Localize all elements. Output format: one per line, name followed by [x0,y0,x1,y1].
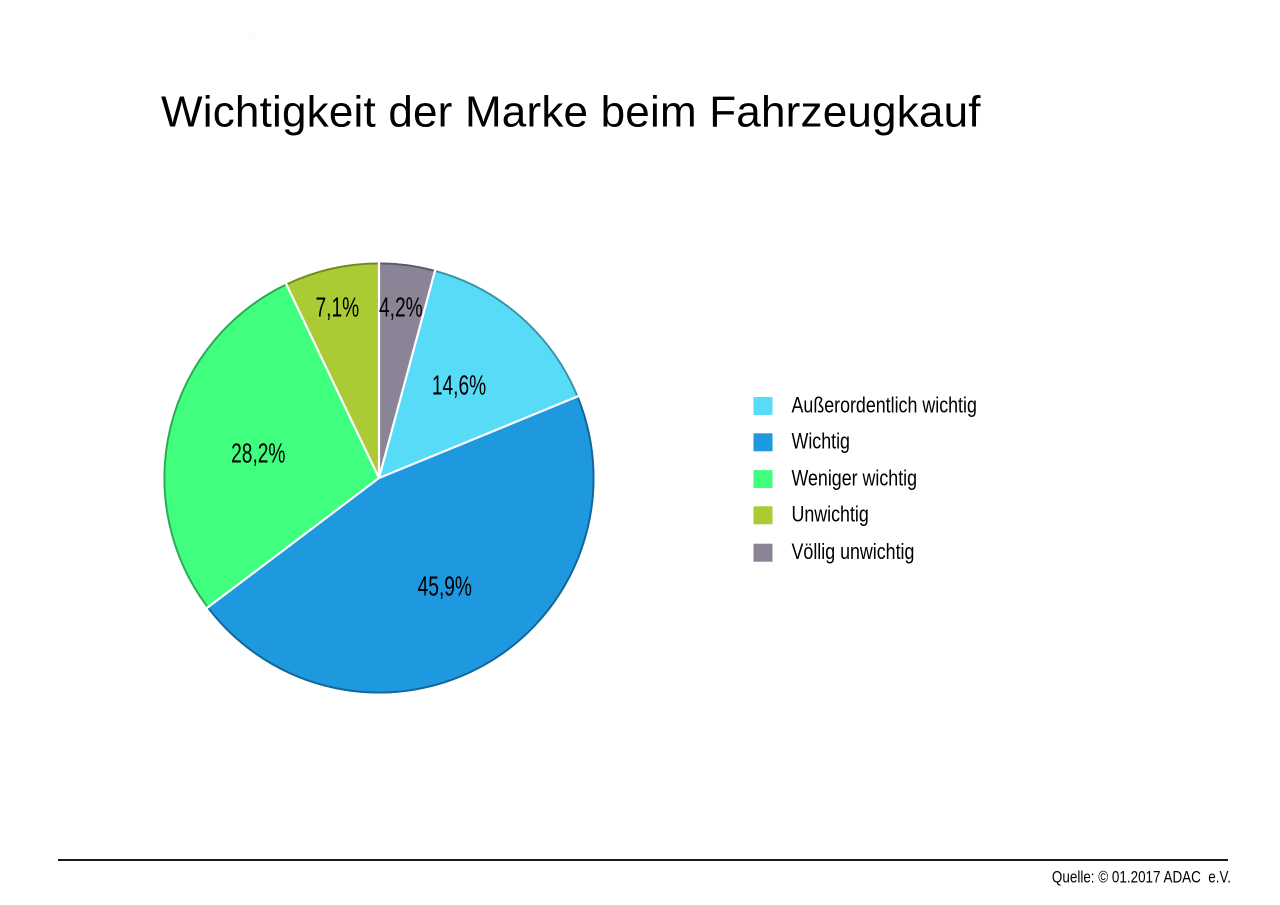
svg-text:Wichtig: Wichtig [792,430,850,454]
svg-text:4,2%: 4,2% [379,292,423,324]
svg-text:Außerordentlich wichtig: Außerordentlich wichtig [792,394,977,418]
svg-text:45,9%: 45,9% [418,571,472,603]
svg-text:28,2%: 28,2% [231,438,285,470]
svg-text:Quelle: © 01.2017 ADAC e.V.: Quelle: © 01.2017 ADAC e.V. [1052,868,1231,887]
svg-text:14,6%: 14,6% [432,370,486,402]
svg-text:Weniger wichtig: Weniger wichtig [792,467,918,491]
svg-text:Völlig unwichtig: Völlig unwichtig [792,540,915,564]
svg-text:Wichtigkeit der Marke beim Fah: Wichtigkeit der Marke beim Fahrzeugkauf [161,88,981,137]
svg-text:Unwichtig: Unwichtig [792,503,869,527]
svg-text:7,1%: 7,1% [315,292,359,324]
